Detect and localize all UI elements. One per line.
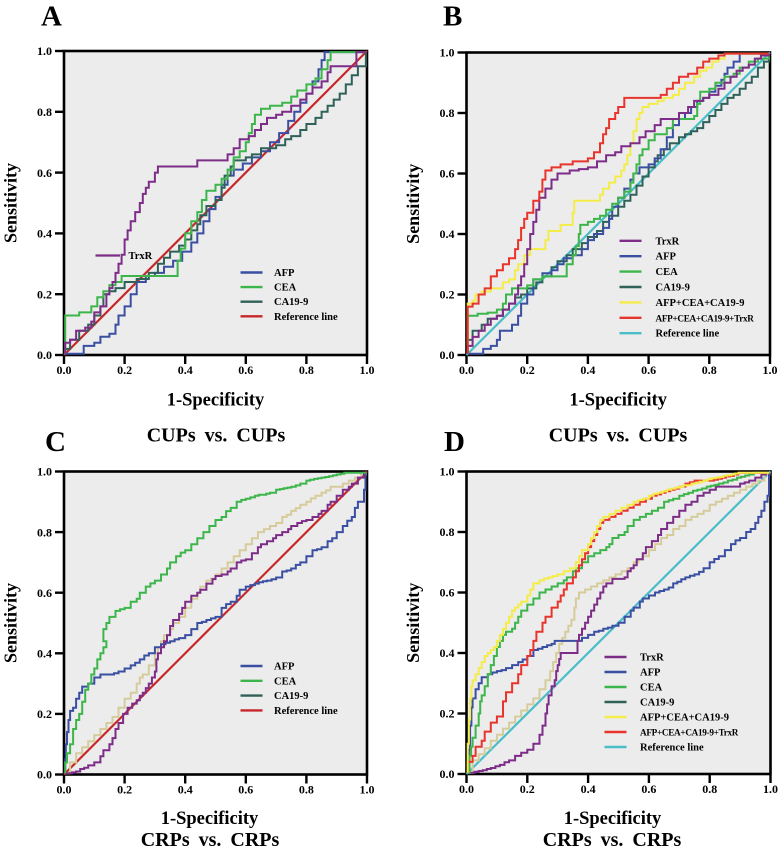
svg-text:A: A bbox=[41, 1, 62, 33]
svg-text:0.2: 0.2 bbox=[440, 707, 455, 721]
svg-text:Sensitivity: Sensitivity bbox=[1, 583, 21, 663]
svg-text:Reference line: Reference line bbox=[274, 706, 338, 717]
svg-text:0.0: 0.0 bbox=[459, 363, 474, 377]
svg-text:1-Specificity: 1-Specificity bbox=[564, 809, 662, 829]
svg-text:AFP: AFP bbox=[274, 268, 295, 279]
svg-text:1.0: 1.0 bbox=[440, 465, 455, 479]
svg-text:CA19-9: CA19-9 bbox=[274, 297, 308, 308]
svg-text:0.0: 0.0 bbox=[440, 348, 455, 362]
svg-text:CA19-9: CA19-9 bbox=[640, 698, 674, 709]
svg-text:AFP: AFP bbox=[274, 662, 295, 673]
svg-text:Sensitivity: Sensitivity bbox=[403, 583, 423, 663]
svg-text:TrxR: TrxR bbox=[656, 236, 680, 247]
svg-text:0.6: 0.6 bbox=[440, 586, 455, 600]
svg-text:0.6: 0.6 bbox=[238, 363, 253, 377]
svg-text:CEA: CEA bbox=[274, 676, 297, 687]
svg-text:Sensitivity: Sensitivity bbox=[403, 164, 423, 244]
svg-text:CRPs vs. CRPs: CRPs vs. CRPs bbox=[543, 829, 682, 850]
svg-text:0.4: 0.4 bbox=[37, 647, 52, 661]
svg-text:Reference line: Reference line bbox=[640, 743, 704, 754]
svg-text:AFP+CEA+CA19-9+TrxR: AFP+CEA+CA19-9+TrxR bbox=[640, 728, 739, 738]
svg-text:0.0: 0.0 bbox=[37, 768, 52, 782]
svg-text:D: D bbox=[444, 426, 465, 458]
svg-text:TrxR: TrxR bbox=[640, 653, 664, 664]
svg-text:0.6: 0.6 bbox=[238, 783, 253, 797]
svg-text:0.4: 0.4 bbox=[440, 646, 455, 660]
svg-text:0.8: 0.8 bbox=[299, 783, 314, 797]
svg-text:AFP: AFP bbox=[640, 668, 661, 679]
svg-text:0.2: 0.2 bbox=[117, 783, 132, 797]
svg-text:CUPs vs. CUPs: CUPs vs. CUPs bbox=[549, 425, 688, 447]
svg-text:0.6: 0.6 bbox=[641, 782, 656, 796]
svg-text:1.0: 1.0 bbox=[360, 363, 375, 377]
svg-text:0.4: 0.4 bbox=[440, 227, 455, 241]
svg-text:B: B bbox=[443, 1, 462, 33]
svg-text:0.2: 0.2 bbox=[117, 363, 132, 377]
svg-text:0.4: 0.4 bbox=[37, 227, 52, 241]
svg-text:0.4: 0.4 bbox=[178, 783, 193, 797]
svg-text:0.0: 0.0 bbox=[440, 767, 455, 781]
svg-text:1.0: 1.0 bbox=[37, 465, 52, 479]
svg-text:AFP+CEA+CA19-9: AFP+CEA+CA19-9 bbox=[656, 298, 745, 309]
svg-text:Sensitivity: Sensitivity bbox=[1, 163, 21, 243]
svg-text:0.8: 0.8 bbox=[440, 106, 455, 120]
svg-text:0.6: 0.6 bbox=[440, 167, 455, 181]
svg-text:0.2: 0.2 bbox=[520, 363, 535, 377]
svg-text:1.0: 1.0 bbox=[763, 782, 778, 796]
svg-text:0.4: 0.4 bbox=[581, 782, 596, 796]
svg-text:0.2: 0.2 bbox=[520, 782, 535, 796]
svg-text:0.2: 0.2 bbox=[37, 287, 52, 301]
svg-text:CUPs vs. CUPs: CUPs vs. CUPs bbox=[147, 425, 286, 447]
svg-text:CA19-9: CA19-9 bbox=[274, 691, 308, 702]
svg-text:0.4: 0.4 bbox=[178, 363, 193, 377]
svg-text:AFP+CEA+CA19-9+TrxR: AFP+CEA+CA19-9+TrxR bbox=[656, 313, 755, 323]
svg-text:CEA: CEA bbox=[656, 267, 679, 278]
svg-text:1.0: 1.0 bbox=[37, 44, 52, 58]
svg-text:0.8: 0.8 bbox=[37, 105, 52, 119]
svg-text:1.0: 1.0 bbox=[763, 363, 778, 377]
svg-text:0.8: 0.8 bbox=[37, 525, 52, 539]
svg-text:1.0: 1.0 bbox=[360, 783, 375, 797]
svg-text:0.8: 0.8 bbox=[702, 363, 717, 377]
svg-text:0.2: 0.2 bbox=[440, 288, 455, 302]
svg-text:Reference line: Reference line bbox=[274, 312, 338, 323]
svg-text:0.0: 0.0 bbox=[37, 348, 52, 362]
svg-text:1.0: 1.0 bbox=[440, 46, 455, 60]
svg-text:0.8: 0.8 bbox=[299, 363, 314, 377]
svg-text:0.0: 0.0 bbox=[57, 783, 72, 797]
svg-text:0.8: 0.8 bbox=[702, 782, 717, 796]
svg-text:AFP+CEA+CA19-9: AFP+CEA+CA19-9 bbox=[640, 713, 729, 724]
svg-text:Reference line: Reference line bbox=[656, 329, 720, 340]
svg-text:CRPs vs. CRPs: CRPs vs. CRPs bbox=[141, 829, 280, 850]
svg-text:1-Specificity: 1-Specificity bbox=[161, 809, 259, 829]
svg-text:0.6: 0.6 bbox=[37, 586, 52, 600]
svg-text:C: C bbox=[45, 426, 66, 458]
svg-text:AFP: AFP bbox=[656, 252, 677, 263]
svg-text:0.6: 0.6 bbox=[641, 363, 656, 377]
svg-text:0.0: 0.0 bbox=[459, 782, 474, 796]
svg-text:CEA: CEA bbox=[274, 283, 297, 294]
svg-text:1-Specificity: 1-Specificity bbox=[167, 390, 265, 410]
svg-text:CEA: CEA bbox=[640, 683, 663, 694]
svg-text:0.4: 0.4 bbox=[580, 363, 595, 377]
svg-text:0.8: 0.8 bbox=[440, 525, 455, 539]
svg-text:CA19-9: CA19-9 bbox=[656, 283, 690, 294]
svg-text:TrxR: TrxR bbox=[129, 251, 153, 262]
svg-text:0.2: 0.2 bbox=[37, 707, 52, 721]
svg-text:0.0: 0.0 bbox=[57, 363, 72, 377]
svg-text:1-Specificity: 1-Specificity bbox=[569, 390, 667, 410]
svg-text:0.6: 0.6 bbox=[37, 166, 52, 180]
